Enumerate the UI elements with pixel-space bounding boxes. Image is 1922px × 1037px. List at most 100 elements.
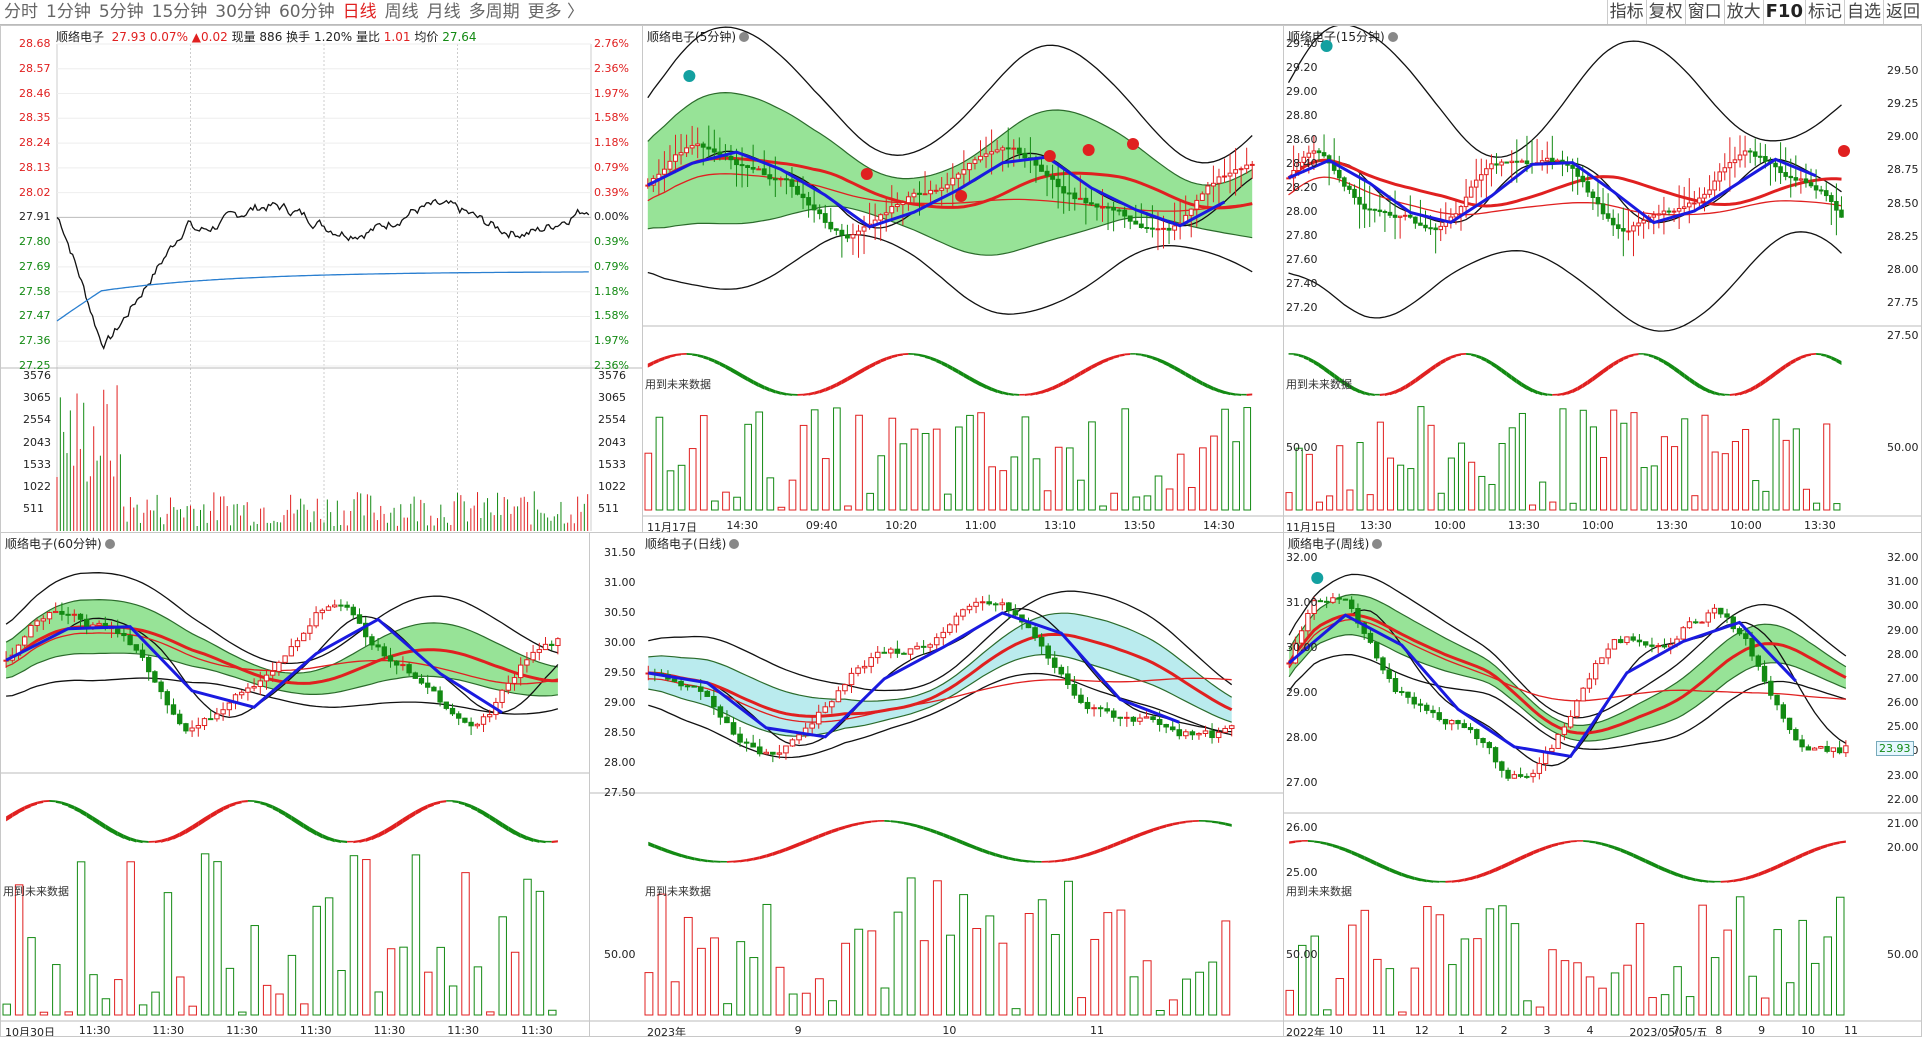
oscillator-segment <box>1664 867 1671 875</box>
candle-body <box>1155 228 1161 231</box>
volume-bar <box>1671 446 1679 511</box>
oscillator-segment <box>1633 853 1640 861</box>
volume-bar <box>1460 938 1470 1016</box>
oscillator-segment <box>1426 879 1434 883</box>
volume-bar <box>114 979 123 1016</box>
oscillator-segment <box>1241 393 1247 396</box>
x-tick: 10 <box>942 1024 957 1037</box>
candle-body <box>1643 641 1649 646</box>
dropdown-icon[interactable] <box>104 539 115 549</box>
volume-bar <box>473 966 483 1016</box>
candle-body <box>332 604 338 608</box>
period-tab[interactable]: 更多 〉 <box>527 2 584 22</box>
candle-body <box>1574 700 1580 717</box>
dropdown-icon[interactable] <box>1387 32 1398 42</box>
day-panel[interactable]: 顺络电子(日线) 用到未来数据 31.50 31.00 30.50 30.00 29.5… <box>589 532 1284 1037</box>
oscillator-segment <box>1113 354 1120 359</box>
oscillator-segment <box>1720 880 1728 883</box>
toolbar-button[interactable]: 复权 <box>1645 0 1685 24</box>
candle-body <box>1615 224 1621 230</box>
ma-line <box>647 156 1253 210</box>
oscillator-segment <box>1339 845 1346 852</box>
candle-body <box>1188 208 1194 216</box>
oscillator-segment <box>229 801 236 808</box>
oscillator-segment <box>1639 856 1646 864</box>
bollinger-line <box>1287 26 1842 158</box>
dropdown-icon[interactable] <box>1372 539 1383 549</box>
oscillator-segment <box>1400 385 1406 392</box>
m15-panel[interactable]: 顺络电子(15分钟) 用到未来数据 29.40 29.20 29.00 28.80 28… <box>1283 25 1922 533</box>
toolbar-button[interactable]: 返回 <box>1883 0 1922 24</box>
volume-bar <box>64 1011 73 1016</box>
x-tick: 13:30 <box>1508 519 1540 532</box>
oscillator-segment <box>1699 383 1705 392</box>
candle-body <box>1517 774 1524 777</box>
intraday-panel[interactable]: 顺络电子 27.93 0.07% ▲0.02 现量 886 换手 1.20% 量… <box>0 25 643 533</box>
x-tick: 2023/05/05/五 <box>1629 1026 1708 1037</box>
dropdown-icon[interactable] <box>739 32 749 42</box>
candle-body <box>530 651 536 661</box>
period-tab[interactable]: 分时 <box>4 2 38 22</box>
volume-bar <box>374 991 383 1016</box>
volume-bar <box>910 428 919 511</box>
volume-bar <box>833 407 841 511</box>
oscillator-segment <box>858 821 865 825</box>
candle-body <box>1631 225 1636 232</box>
period-tab[interactable]: 60分钟 <box>278 2 335 22</box>
period-tab[interactable]: 15分钟 <box>151 2 208 22</box>
volume-bar <box>1011 1008 1021 1016</box>
oscillator-segment <box>923 826 931 832</box>
candle-body <box>1094 203 1100 208</box>
x-tick: 10月30日 <box>5 1026 55 1037</box>
oscillator-segment <box>792 842 800 849</box>
period-tab[interactable]: 日线 <box>342 2 377 22</box>
oscillator-segment <box>105 824 112 833</box>
oscillator-segment <box>725 364 731 372</box>
oscillator-segment <box>1401 872 1408 879</box>
period-tab[interactable]: 周线 <box>384 2 419 22</box>
toolbar-button[interactable]: 放大 <box>1723 0 1763 24</box>
period-tab[interactable]: 30分钟 <box>215 2 271 22</box>
volume-bar <box>1648 997 1657 1016</box>
candle-body <box>220 709 226 715</box>
oscillator-segment <box>982 848 990 855</box>
price-tick: 27.80 <box>1286 229 1318 242</box>
toolbar-button[interactable]: 指标 <box>1606 0 1646 24</box>
volume-bar <box>1548 949 1557 1016</box>
volume-bar <box>1721 453 1729 511</box>
week-panel[interactable]: 顺络电子(周线) 用到未来数据 32.00 31.00 30.00 29.00 28.0… <box>1283 532 1922 1037</box>
oscillator-segment <box>1415 374 1421 384</box>
candle-body <box>855 667 861 674</box>
toolbar-button[interactable]: 标记 <box>1805 0 1844 24</box>
oscillator-segment <box>769 388 776 394</box>
ma-line <box>1287 158 1842 208</box>
candle-body <box>979 601 986 604</box>
toolbar-button[interactable]: 窗口 <box>1684 0 1724 24</box>
candle-body <box>518 664 524 679</box>
candle-body <box>1149 227 1155 230</box>
oscillator-segment <box>963 372 970 381</box>
dropdown-icon[interactable] <box>729 539 740 549</box>
volume-bar <box>677 464 686 511</box>
m5-panel[interactable]: 顺络电子(5分钟) 用到未来数据 11月17日 14:30 09:40 10:20 11… <box>642 25 1284 533</box>
candle-body <box>1778 166 1783 174</box>
toolbar-button[interactable]: 自选 <box>1844 0 1883 24</box>
toolbar-button[interactable]: F10 <box>1762 0 1805 24</box>
candle-body <box>1605 213 1611 219</box>
oscillator-segment <box>1163 360 1170 367</box>
oscillator-segment <box>409 810 416 820</box>
period-tab[interactable]: 月线 <box>426 2 461 22</box>
m60-panel[interactable]: 顺络电子(60分钟) 用到未来数据 10月30日 11:30 11:30 11:30 1… <box>0 532 590 1037</box>
candle-body <box>1763 156 1768 162</box>
candle-body <box>989 151 995 155</box>
oscillator-segment <box>1542 392 1548 397</box>
oscillator-segment <box>730 367 737 375</box>
volume-bar <box>1623 964 1632 1016</box>
oscillator-segment <box>1592 372 1598 382</box>
oscillator-segment <box>1734 392 1741 396</box>
period-tab[interactable]: 5分钟 <box>98 2 144 22</box>
candle-body <box>1433 227 1438 231</box>
oscillator-segment <box>700 858 708 863</box>
period-tab[interactable]: 1分钟 <box>46 2 91 22</box>
period-tab[interactable]: 多周期 <box>468 2 520 22</box>
